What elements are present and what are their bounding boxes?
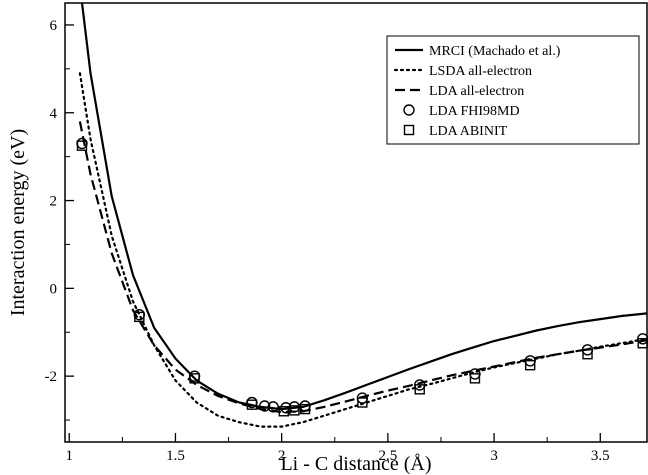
ticks-layer: 1 1.5 2 2.5 3 3.5 6 4 2 0 -2 xyxy=(45,18,610,464)
y-tick-label: 0 xyxy=(50,281,58,297)
data-point-square xyxy=(414,384,425,395)
markers-layer xyxy=(76,137,648,417)
x-tick-label: 3 xyxy=(490,448,498,464)
legend-label: MRCI (Machado et al.) xyxy=(429,44,561,59)
data-point-square xyxy=(246,399,258,410)
data-point-square xyxy=(134,311,145,323)
plot-frame xyxy=(64,2,648,443)
data-point-square xyxy=(289,405,300,416)
x-tick-label: 3.5 xyxy=(591,448,610,464)
legend-label: LDA all-electron xyxy=(429,84,524,99)
data-point-circle xyxy=(267,401,279,413)
legend-box xyxy=(386,35,640,145)
data-point-square xyxy=(278,406,289,417)
y-tick-label: 2 xyxy=(50,194,58,210)
legend: MRCI (Machado et al.) LSDA all-electron LD… xyxy=(386,35,640,145)
legend-label: LDA ABINIT xyxy=(429,124,508,139)
data-point-square xyxy=(76,140,88,151)
x-tick-label: 2.5 xyxy=(378,448,397,464)
curves-layer xyxy=(78,3,647,428)
data-point-circle xyxy=(76,137,88,150)
data-point-square xyxy=(524,359,536,371)
x-axis-title: Li - C distance (Å) xyxy=(280,453,431,475)
data-point-square xyxy=(357,397,368,408)
y-tick-label: 6 xyxy=(50,18,58,34)
x-tick-label: 2 xyxy=(278,448,286,464)
data-point-square xyxy=(469,373,481,384)
legend-swatch-circle xyxy=(403,104,415,116)
legend-label: LSDA all-electron xyxy=(429,64,532,79)
x-tick-label: 1.5 xyxy=(166,448,185,464)
data-point-circle xyxy=(258,400,271,412)
series-line-1 xyxy=(78,72,647,428)
data-point-square xyxy=(299,403,311,415)
legend-label: LDA FHI98MD xyxy=(429,104,520,119)
series-line-2 xyxy=(78,121,647,414)
data-point-square xyxy=(582,349,593,360)
data-point-circle xyxy=(280,402,292,414)
y-tick-label: 4 xyxy=(50,106,58,122)
data-point-square xyxy=(189,373,200,384)
y-axis-title: Interaction energy (eV) xyxy=(7,129,29,316)
series-line-0 xyxy=(80,3,647,411)
y-tick-label: -2 xyxy=(45,369,58,385)
x-tick-label: 1 xyxy=(65,448,73,464)
legend-swatch-square xyxy=(403,124,415,136)
